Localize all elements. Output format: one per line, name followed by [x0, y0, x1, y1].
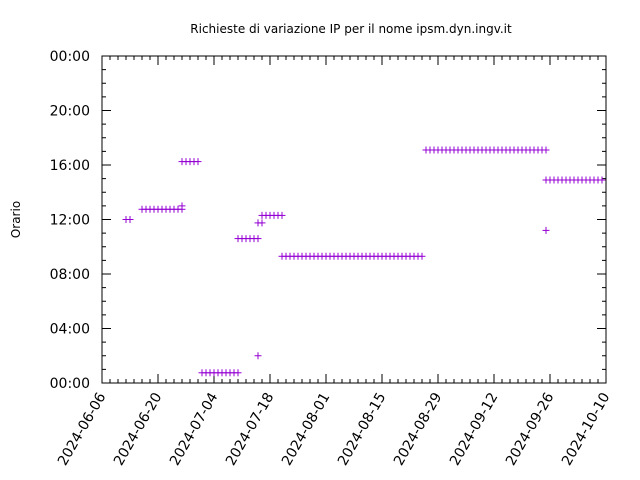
data-point — [258, 219, 266, 227]
x-tick-label: 2024-08-01 — [279, 390, 334, 468]
data-point — [126, 216, 134, 223]
data-point — [598, 176, 606, 184]
y-tick-label: 20:00 — [50, 104, 90, 120]
y-tick-label: 08:00 — [50, 267, 90, 283]
x-tick-label: 2024-06-06 — [55, 390, 110, 469]
x-tick-label: 2024-10-10 — [559, 390, 614, 468]
y-axis-label: Orario — [9, 201, 23, 238]
y-tick-label: 16:00 — [50, 158, 90, 174]
y-tick-label: 04:00 — [50, 322, 90, 338]
chart-title: Richieste di variazione IP per il nome i… — [190, 22, 512, 36]
x-tick-label: 2024-08-29 — [391, 390, 446, 468]
x-tick-label: 2024-09-26 — [503, 390, 558, 469]
y-tick-label: 00:00 — [50, 376, 90, 392]
data-point — [254, 352, 262, 360]
data-point — [542, 226, 550, 234]
x-tick-label: 2024-08-15 — [335, 390, 390, 468]
plot-frame — [101, 55, 607, 384]
x-tick-label: 2024-07-04 — [167, 390, 222, 469]
data-point — [178, 202, 186, 210]
data-point — [234, 369, 242, 377]
data-point — [254, 235, 262, 243]
y-tick-label: 12:00 — [50, 213, 90, 229]
x-tick-label: 2024-06-20 — [111, 390, 166, 468]
x-tick-label: 2024-07-18 — [223, 390, 278, 468]
axis-ticks — [101, 55, 607, 384]
y-tick-label: 00:00 — [50, 49, 90, 65]
x-tick-label: 2024-09-12 — [447, 390, 502, 468]
data-points — [122, 146, 606, 377]
data-point — [278, 211, 286, 219]
tick-labels: 00:0004:0008:0012:0016:0020:0000:002024-… — [50, 49, 614, 468]
data-point — [194, 158, 202, 166]
data-point — [418, 252, 426, 260]
data-point — [542, 146, 550, 154]
